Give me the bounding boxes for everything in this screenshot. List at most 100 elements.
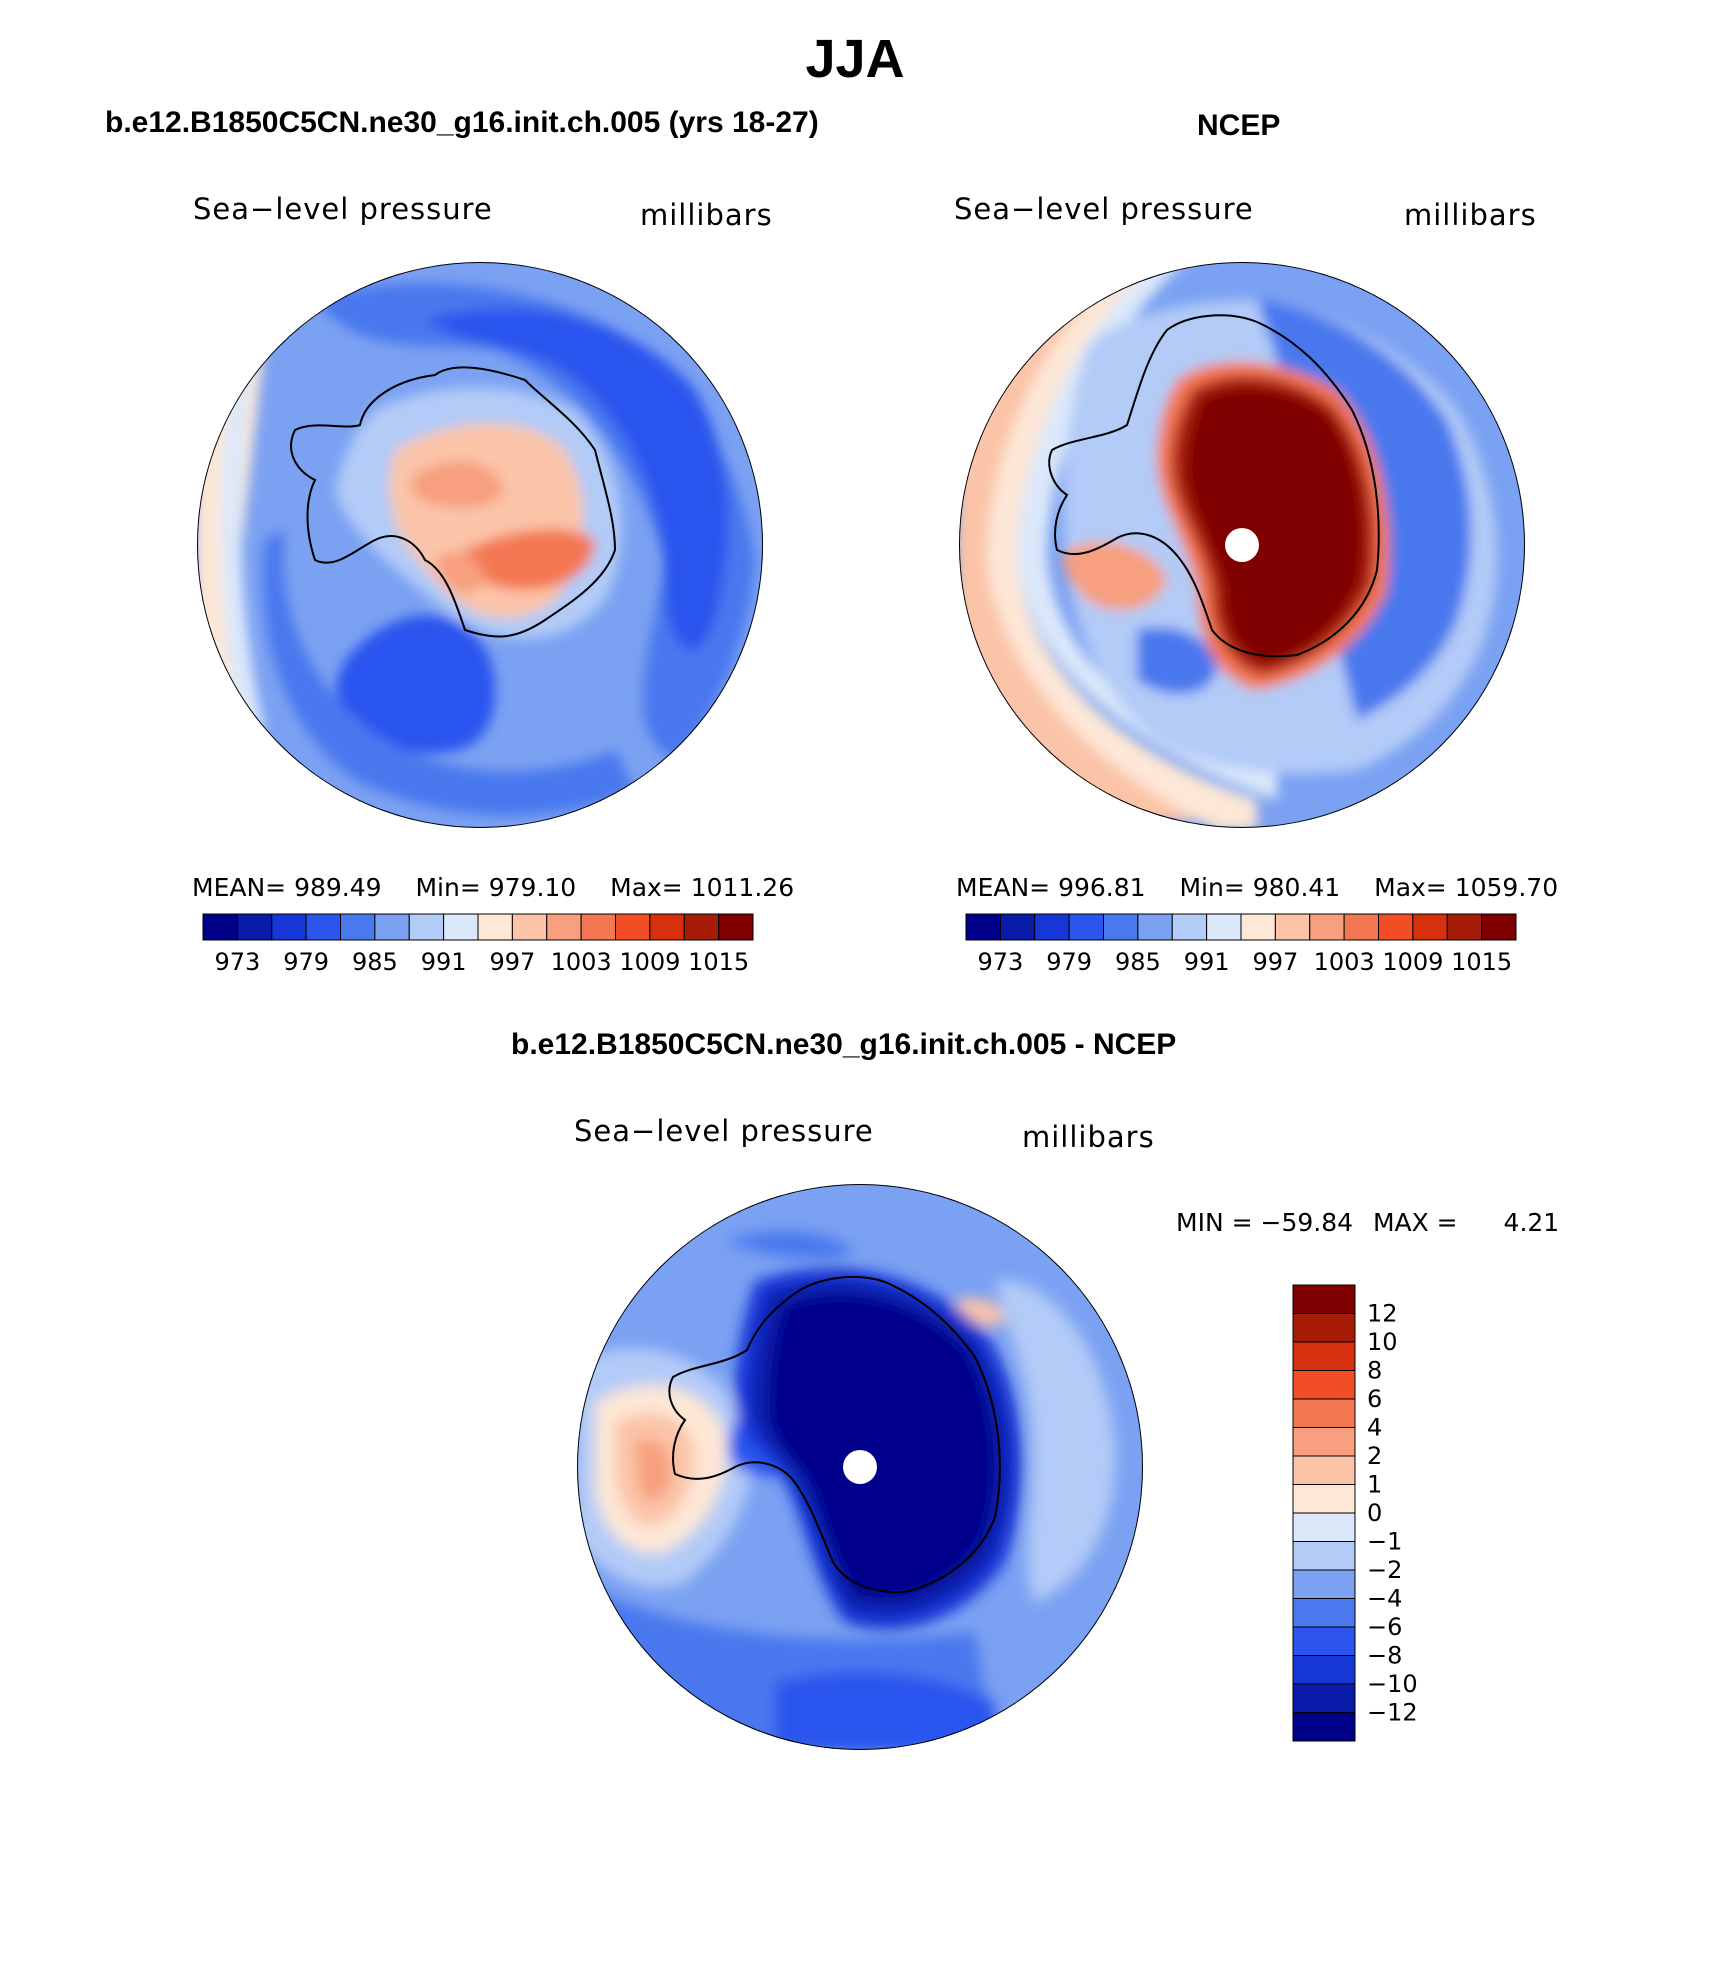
min-label-diff: MIN = (1176, 1208, 1253, 1237)
polar-map-diff (577, 1184, 1143, 1750)
min-value-model: 979.10 (488, 873, 577, 902)
field-label-diff: Sea−level pressure (574, 1114, 874, 1148)
colorbar-model: 973 979 985 991 997 1003 1009 1015 (202, 913, 754, 976)
colorbar-box-2-14 (1292, 1683, 1356, 1713)
colorbar-box-1-14 (1446, 913, 1483, 941)
colorbar-box-2-15 (1292, 1712, 1356, 1742)
colorbar-tick-1-5: 1003 (1314, 948, 1375, 976)
colorbar-tick-2-9: −2 (1367, 1556, 1402, 1584)
colorbar-box-1-12 (1378, 913, 1414, 941)
units-label-model: millibars (640, 198, 773, 232)
colorbar-box-1-8 (1240, 913, 1276, 941)
colorbar-tick-0-3: 991 (421, 948, 467, 976)
mean-value-model: 989.49 (294, 873, 382, 902)
colorbar-box-0-3 (305, 913, 341, 941)
colorbar-tick-2-13: −10 (1367, 1670, 1418, 1698)
panel-title-ncep: NCEP (1197, 109, 1281, 142)
max-label-model: Max= (610, 873, 683, 902)
colorbar-tick-0-5: 1003 (551, 948, 612, 976)
colorbar-box-2-9 (1292, 1541, 1356, 1571)
colorbar-ncep: 973 979 985 991 997 1003 1009 1015 (965, 913, 1517, 976)
colorbar-tick-1-6: 1009 (1382, 948, 1443, 976)
colorbar-box-0-15 (718, 913, 754, 941)
colorbar-box-0-1 (236, 913, 273, 941)
colorbar-box-0-6 (408, 913, 445, 941)
colorbar-tick-2-3: 6 (1367, 1385, 1382, 1413)
colorbar-tick-0-6: 1009 (619, 948, 680, 976)
colorbar-box-0-0 (202, 913, 238, 941)
field-label-model: Sea−level pressure (193, 192, 493, 226)
colorbar-tick-0-0: 973 (214, 948, 260, 976)
colorbar-tick-1-1: 979 (1046, 948, 1092, 976)
colorbar-box-2-10 (1292, 1569, 1356, 1599)
colorbar-box-0-8 (477, 913, 513, 941)
units-label-diff: millibars (1022, 1120, 1155, 1154)
min-label-model: Min= (415, 873, 481, 902)
main-title: JJA (805, 29, 905, 89)
colorbar-tick-2-4: 4 (1367, 1414, 1382, 1442)
colorbar-box-2-0 (1292, 1284, 1356, 1314)
polar-map-ncep (959, 262, 1525, 828)
colorbar-tick-2-12: −8 (1367, 1642, 1402, 1670)
colorbar-box-1-0 (965, 913, 1001, 941)
colorbar-tick-2-5: 2 (1367, 1442, 1382, 1470)
colorbar-box-2-13 (1292, 1655, 1356, 1685)
colorbar-box-2-4 (1292, 1398, 1356, 1428)
colorbar-box-2-12 (1292, 1626, 1356, 1656)
colorbar-box-0-12 (615, 913, 651, 941)
mean-label-ncep: MEAN= (956, 873, 1051, 902)
mean-value-ncep: 996.81 (1058, 873, 1146, 902)
colorbar-box-1-15 (1481, 913, 1517, 941)
colorbar-tick-2-2: 8 (1367, 1357, 1382, 1385)
colorbar-tick-1-3: 991 (1184, 948, 1230, 976)
max-value-ncep: 1059.70 (1454, 873, 1559, 902)
colorbar-box-1-6 (1171, 913, 1208, 941)
colorbar-box-1-7 (1206, 913, 1242, 941)
colorbar-box-2-1 (1292, 1313, 1356, 1343)
colorbar-tick-2-14: −12 (1367, 1699, 1418, 1727)
field-label-ncep: Sea−level pressure (954, 192, 1254, 226)
mean-label-model: MEAN= (192, 873, 287, 902)
max-value-diff: 4.21 (1503, 1208, 1560, 1237)
colorbar-box-1-10 (1309, 913, 1345, 941)
colorbar-box-1-2 (1034, 913, 1070, 941)
colorbar-box-2-2 (1292, 1341, 1356, 1371)
panel-title-model: b.e12.B1850C5CN.ne30_g16.init.ch.005 (yr… (105, 106, 819, 139)
colorbar-box-2-6 (1292, 1455, 1356, 1485)
min-label-ncep: Min= (1179, 873, 1245, 902)
colorbar-box-0-13 (649, 913, 685, 941)
colorbar-box-1-5 (1137, 913, 1173, 941)
colorbar-box-0-7 (443, 913, 479, 941)
colorbar-box-0-2 (271, 913, 307, 941)
units-label-ncep: millibars (1404, 198, 1537, 232)
max-label-ncep: Max= (1374, 873, 1447, 902)
colorbar-box-0-9 (511, 913, 548, 941)
colorbar-tick-1-4: 997 (1252, 948, 1298, 976)
colorbar-box-0-10 (546, 913, 582, 941)
colorbar-tick-2-10: −4 (1367, 1585, 1402, 1613)
min-value-diff: −59.84 (1260, 1208, 1354, 1237)
max-label-diff: MAX = (1372, 1208, 1458, 1237)
colorbar-box-1-4 (1103, 913, 1139, 941)
colorbar-tick-0-1: 979 (283, 948, 329, 976)
colorbar-tick-0-7: 1015 (688, 948, 749, 976)
colorbar-box-2-3 (1292, 1370, 1356, 1400)
colorbar-box-0-4 (340, 913, 376, 941)
polar-map-model (197, 262, 763, 828)
colorbar-tick-1-7: 1015 (1451, 948, 1512, 976)
colorbar-tick-2-8: −1 (1367, 1528, 1402, 1556)
colorbar-tick-1-2: 985 (1115, 948, 1161, 976)
colorbar-box-1-11 (1343, 913, 1379, 941)
colorbar-tick-2-1: 10 (1367, 1328, 1398, 1356)
colorbar-tick-2-6: 1 (1367, 1471, 1382, 1499)
colorbar-tick-1-0: 973 (977, 948, 1023, 976)
colorbar-box-2-8 (1292, 1512, 1356, 1542)
colorbar-box-1-3 (1068, 913, 1104, 941)
colorbar-tick-0-2: 985 (352, 948, 398, 976)
colorbar-box-0-14 (683, 913, 720, 941)
max-value-model: 1011.26 (690, 873, 795, 902)
colorbar-box-1-9 (1274, 913, 1311, 941)
colorbar-box-0-5 (374, 913, 410, 941)
colorbar-box-2-5 (1292, 1427, 1356, 1457)
